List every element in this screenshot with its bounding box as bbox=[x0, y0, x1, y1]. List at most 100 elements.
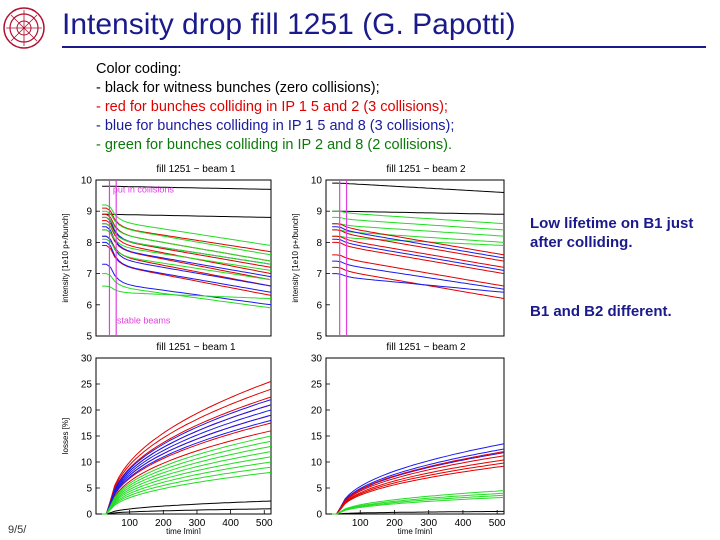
chart-title: fill 1251 − beam 1 bbox=[156, 164, 236, 175]
series-line-green bbox=[102, 461, 272, 515]
y-axis-label: intensity [1e10 p+/bunch] bbox=[291, 213, 300, 302]
x-tick-label: 400 bbox=[222, 518, 239, 529]
series-line-red bbox=[332, 459, 505, 515]
x-tick-label: 500 bbox=[489, 518, 506, 529]
series-line-green bbox=[332, 492, 505, 515]
series-line-red bbox=[332, 235, 505, 268]
y-tick-label: 6 bbox=[86, 300, 92, 311]
series-line-red bbox=[332, 223, 505, 256]
y-tick-label: 20 bbox=[311, 406, 323, 417]
series-line-black bbox=[332, 510, 504, 515]
y-tick-label: 0 bbox=[86, 510, 92, 521]
series-line-green bbox=[332, 223, 505, 237]
y-tick-label: 5 bbox=[316, 484, 322, 495]
y-tick-label: 10 bbox=[311, 458, 323, 469]
series-line-red bbox=[332, 254, 505, 287]
series-line-green bbox=[332, 496, 505, 515]
x-tick-label: 200 bbox=[155, 518, 172, 529]
series-line-green bbox=[332, 210, 505, 225]
series-line-blue bbox=[102, 404, 272, 515]
series-line-black bbox=[102, 508, 272, 515]
series-line-green bbox=[102, 456, 272, 515]
y-tick-label: 10 bbox=[81, 458, 93, 469]
series-line-blue bbox=[102, 399, 272, 515]
series-line-green bbox=[332, 235, 505, 246]
y-tick-label: 0 bbox=[316, 510, 322, 521]
x-tick-label: 100 bbox=[121, 518, 138, 529]
plot-frame bbox=[325, 357, 505, 515]
series-line-green bbox=[102, 238, 272, 281]
series-line-blue bbox=[102, 241, 272, 293]
series-line-red bbox=[332, 229, 505, 262]
y-axis-label: intensity [1e10 p+/bunch] bbox=[61, 213, 70, 302]
y-tick-label: 6 bbox=[316, 300, 322, 311]
y-tick-label: 20 bbox=[81, 406, 93, 417]
series-line-red bbox=[332, 451, 505, 515]
series-line-red bbox=[332, 462, 505, 515]
series-line-blue bbox=[102, 263, 272, 306]
series-line-green bbox=[102, 471, 272, 515]
series-line-black bbox=[102, 185, 272, 190]
series-line-red bbox=[102, 396, 272, 515]
color-coding-black: - black for witness bunches (zero collis… bbox=[96, 80, 380, 96]
series-line-red bbox=[102, 388, 272, 515]
y-tick-label: 8 bbox=[316, 238, 322, 249]
series-line-red bbox=[332, 241, 505, 275]
chart-title: fill 1251 − beam 2 bbox=[386, 342, 466, 353]
series-line-green bbox=[332, 494, 505, 515]
series-line-red bbox=[102, 380, 272, 515]
annotation-stable-beams: stable beams bbox=[117, 316, 171, 326]
y-tick-label: 7 bbox=[316, 269, 322, 280]
series-line-blue bbox=[332, 226, 505, 259]
series-line-red bbox=[102, 422, 272, 515]
annotation-put-in-collisions: put in collisions bbox=[113, 184, 175, 194]
y-tick-label: 7 bbox=[86, 269, 92, 280]
y-tick-label: 9 bbox=[86, 207, 92, 218]
title-underline bbox=[62, 46, 706, 48]
series-line-green bbox=[332, 490, 505, 515]
color-coding-heading: Color coding: bbox=[96, 61, 182, 77]
series-line-green bbox=[102, 273, 272, 309]
x-axis-label: time [min] bbox=[398, 527, 433, 534]
footer-date: 9/5/ bbox=[8, 524, 27, 536]
series-line-red bbox=[102, 430, 272, 515]
series-line-blue bbox=[102, 226, 272, 278]
series-line-blue bbox=[102, 235, 272, 287]
series-line-green bbox=[102, 451, 272, 515]
y-tick-label: 30 bbox=[81, 354, 93, 365]
plot-frame bbox=[95, 179, 272, 337]
x-tick-label: 300 bbox=[420, 518, 437, 529]
y-tick-label: 25 bbox=[81, 380, 93, 391]
series-line-green bbox=[102, 445, 272, 515]
cern-logo-icon bbox=[3, 7, 45, 49]
series-line-blue bbox=[102, 414, 272, 515]
color-coding-red: - red for bunches colliding in IP 1 5 an… bbox=[96, 99, 448, 115]
series-line-blue bbox=[332, 260, 505, 290]
note-beams-different: B1 and B2 different. bbox=[530, 303, 672, 320]
chart-2: fill 1251 − beam 2 5 6 7 8 9 10 intensity [1e10… bbox=[291, 164, 505, 343]
color-coding-legend: Color coding: - black for witness bunche… bbox=[96, 60, 454, 155]
chart-1: fill 1251 − beam 1 5 6 7 8 9 10 intensity [1e10… bbox=[61, 164, 272, 343]
series-line-blue bbox=[332, 443, 505, 515]
series-line-green bbox=[332, 216, 505, 231]
chart-title: fill 1251 − beam 2 bbox=[386, 164, 466, 175]
series-line-red bbox=[332, 465, 505, 515]
series-line-blue bbox=[332, 448, 505, 515]
series-line-green bbox=[102, 466, 272, 515]
y-tick-label: 8 bbox=[86, 238, 92, 249]
chart-4: fill 1251 − beam 2 0 5 10 15 20 25 30 100 200 300 4… bbox=[311, 342, 506, 534]
series-line-black bbox=[332, 182, 505, 193]
y-tick-label: 15 bbox=[81, 432, 93, 443]
chart-3: fill 1251 − beam 1 0 5 10 15 20 25 30 100 200 300 4… bbox=[61, 342, 273, 534]
note-low-lifetime: Low lifetime on B1 just after colliding. bbox=[530, 215, 694, 251]
series-line-green bbox=[102, 440, 272, 515]
x-tick-label: 100 bbox=[352, 518, 369, 529]
y-tick-label: 5 bbox=[86, 332, 92, 343]
y-tick-label: 10 bbox=[81, 176, 93, 187]
x-axis-label: time [min] bbox=[166, 527, 201, 534]
charts-panel: fill 1251 − beam 1 5 6 7 8 9 10 intensity [1e10… bbox=[61, 164, 506, 534]
series-line-black bbox=[102, 500, 272, 515]
x-tick-label: 200 bbox=[386, 518, 403, 529]
series-line-green bbox=[102, 210, 272, 256]
y-axis-label: losses [%] bbox=[61, 418, 70, 454]
